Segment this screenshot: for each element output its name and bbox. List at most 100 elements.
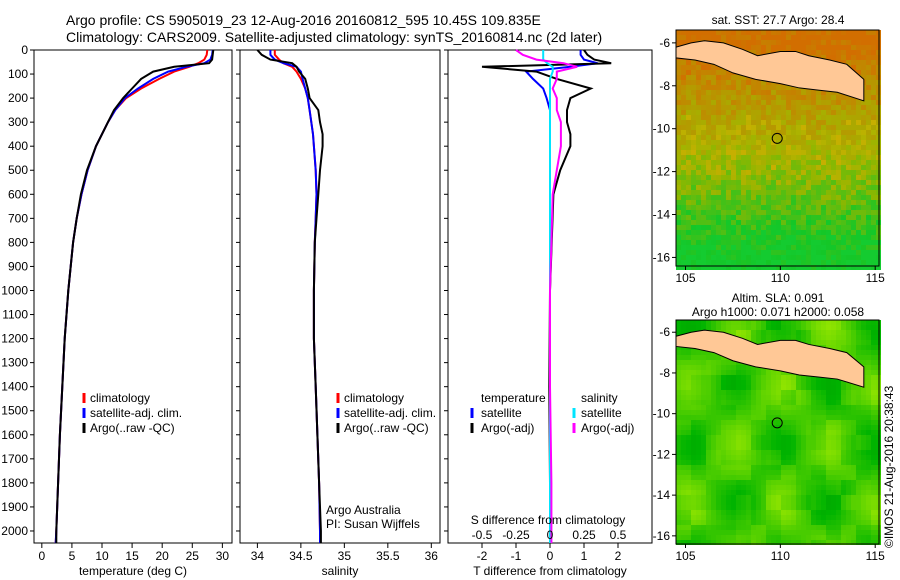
x-tick-label: 34 — [251, 549, 265, 563]
map-cell — [686, 65, 691, 70]
map-cell — [681, 120, 686, 125]
map-cell — [781, 400, 786, 405]
map-cell — [746, 500, 751, 505]
map-cell — [831, 100, 836, 105]
map-cell — [681, 70, 686, 75]
map-cell — [796, 410, 801, 415]
map-cell — [866, 175, 871, 180]
map-cell — [706, 195, 711, 200]
map-cell — [696, 400, 701, 405]
map-cell — [796, 175, 801, 180]
map-cell — [811, 325, 816, 330]
map-cell — [696, 355, 701, 360]
map-cell — [736, 95, 741, 100]
map-cell — [786, 145, 791, 150]
map-cell — [791, 190, 796, 195]
map-cell — [696, 320, 701, 325]
map-cell — [711, 110, 716, 115]
map-cell — [826, 110, 831, 115]
map-cell — [691, 385, 696, 390]
map-cell — [681, 190, 686, 195]
x-tick-label: 105 — [675, 549, 695, 563]
map-cell — [781, 455, 786, 460]
map-cell — [771, 510, 776, 515]
map-cell — [796, 215, 801, 220]
map-cell — [726, 410, 731, 415]
map-cell — [761, 205, 766, 210]
map-cell — [681, 515, 686, 520]
map-cell — [796, 195, 801, 200]
map-cell — [701, 190, 706, 195]
map-cell — [716, 325, 721, 330]
map-cell — [681, 235, 686, 240]
map-cell — [851, 420, 856, 425]
map-cell — [801, 140, 806, 145]
map-cell — [856, 195, 861, 200]
map-cell — [816, 445, 821, 450]
map-cell — [696, 390, 701, 395]
map-cell — [681, 75, 686, 80]
map-cell — [721, 445, 726, 450]
map-cell — [711, 80, 716, 85]
map-cell — [741, 245, 746, 250]
map-cell — [851, 260, 856, 265]
map-cell — [746, 415, 751, 420]
map-cell — [856, 105, 861, 110]
map-cell — [756, 485, 761, 490]
map-cell — [721, 175, 726, 180]
map-cell — [781, 95, 786, 100]
map-cell — [826, 420, 831, 425]
map-cell — [696, 540, 701, 545]
map-cell — [721, 475, 726, 480]
map-cell — [691, 355, 696, 360]
map-cell — [761, 260, 766, 265]
map-cell — [771, 45, 776, 50]
x-tick-label: 30 — [216, 549, 230, 563]
map-cell — [816, 265, 821, 270]
map-cell — [846, 95, 851, 100]
map-cell — [816, 395, 821, 400]
map-cell — [766, 255, 771, 260]
map-cell — [806, 445, 811, 450]
map-cell — [776, 100, 781, 105]
map-cell — [851, 515, 856, 520]
map-cell — [831, 155, 836, 160]
map-cell — [711, 385, 716, 390]
map-cell — [856, 510, 861, 515]
map-cell — [761, 225, 766, 230]
map-cell — [736, 375, 741, 380]
map-cell — [826, 180, 831, 185]
map-cell — [726, 380, 731, 385]
map-cell — [726, 265, 731, 270]
map-cell — [781, 40, 786, 45]
map-cell — [691, 415, 696, 420]
map-cell — [796, 375, 801, 380]
map-cell — [866, 225, 871, 230]
map-cell — [786, 230, 791, 235]
map-cell — [741, 95, 746, 100]
map-cell — [776, 325, 781, 330]
map-cell — [696, 215, 701, 220]
map-cell — [691, 350, 696, 355]
map-cell — [741, 215, 746, 220]
map-cell — [786, 410, 791, 415]
map-cell — [871, 255, 876, 260]
map-cell — [706, 260, 711, 265]
map-cell — [696, 60, 701, 65]
map-cell — [846, 225, 851, 230]
map-cell — [781, 430, 786, 435]
map-cell — [811, 265, 816, 270]
map-cell — [751, 150, 756, 155]
map-cell — [836, 155, 841, 160]
map-cell — [776, 165, 781, 170]
map-cell — [826, 230, 831, 235]
imos-watermark: ©IMOS 21-Aug-2016 20:38:43 — [882, 385, 896, 548]
map-cell — [791, 100, 796, 105]
map-cell — [676, 450, 681, 455]
map-cell — [676, 520, 681, 525]
map-cell — [721, 320, 726, 325]
map-cell — [826, 480, 831, 485]
map-cell — [741, 85, 746, 90]
map-cell — [811, 165, 816, 170]
map-cell — [756, 465, 761, 470]
